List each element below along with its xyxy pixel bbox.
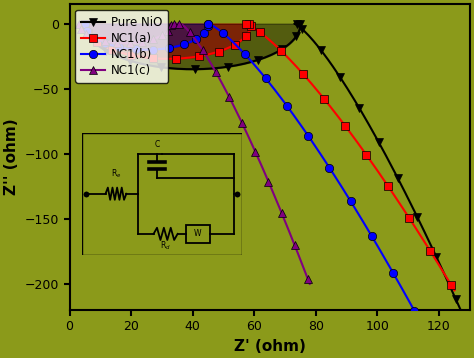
Pure NiO: [458, 308, 464, 312]
Line: NC1(b): NC1(b): [81, 20, 422, 320]
NC1(b): [378, 250, 384, 254]
NC1(a): [82, 21, 88, 26]
Line: Pure NiO: Pure NiO: [81, 20, 465, 314]
Pure NiO: [82, 21, 88, 26]
Line: NC1(c): NC1(c): [74, 20, 314, 288]
NC1(a): [346, 128, 351, 132]
NC1(a): [452, 288, 457, 292]
NC1(c): [76, 21, 82, 26]
NC1(a): [415, 229, 421, 234]
NC1(c): [241, 125, 247, 130]
Line: NC1(a): NC1(a): [81, 20, 459, 295]
Pure NiO: [352, 98, 357, 102]
NC1(a): [446, 278, 451, 282]
NC1(a): [183, 56, 189, 60]
NC1(b): [415, 314, 420, 319]
NC1(c): [132, 40, 138, 45]
NC1(a): [318, 93, 324, 97]
Pure NiO: [402, 190, 408, 195]
NC1(a): [382, 179, 387, 183]
Legend: Pure NiO, NC1(a), NC1(b), NC1(c): Pure NiO, NC1(a), NC1(b), NC1(c): [75, 10, 168, 83]
NC1(b): [157, 47, 163, 51]
NC1(c): [224, 91, 230, 95]
NC1(c): [264, 175, 269, 179]
Pure NiO: [213, 66, 219, 70]
NC1(b): [309, 138, 314, 142]
Pure NiO: [374, 136, 379, 140]
Y-axis label: Z'' (ohm): Z'' (ohm): [4, 119, 19, 195]
NC1(c): [307, 282, 312, 286]
NC1(c): [284, 224, 290, 229]
NC1(b): [82, 21, 88, 26]
NC1(b): [281, 100, 287, 104]
NC1(b): [409, 303, 414, 308]
Pure NiO: [429, 245, 435, 249]
Pure NiO: [453, 297, 459, 301]
X-axis label: Z' (ohm): Z' (ohm): [234, 339, 306, 354]
NC1(c): [303, 272, 309, 276]
NC1(b): [345, 194, 351, 199]
